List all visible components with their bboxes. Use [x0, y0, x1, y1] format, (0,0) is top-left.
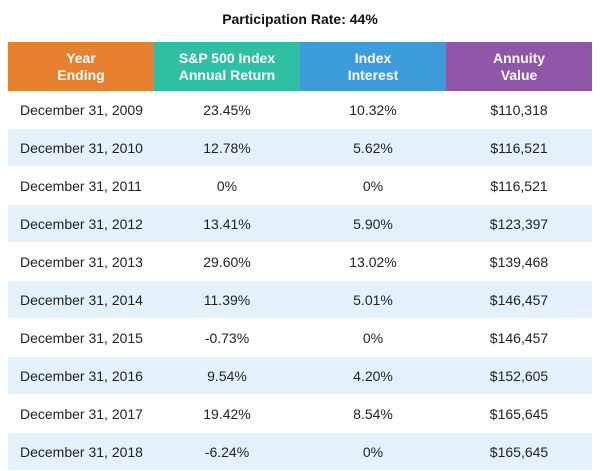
- table-row: December 31, 2010 12.78% 5.62% $116,521: [8, 128, 592, 167]
- cell-sp500-return: 23.45%: [154, 91, 300, 129]
- cell-annuity-value: $146,457: [446, 280, 592, 319]
- cell-annuity-value: $165,645: [446, 432, 592, 471]
- cell-sp500-return: 9.54%: [154, 356, 300, 395]
- cell-sp500-return: 29.60%: [154, 242, 300, 281]
- cell-year: December 31, 2009: [8, 91, 154, 129]
- cell-sp500-return: 0%: [154, 166, 300, 205]
- cell-sp500-return: 11.39%: [154, 280, 300, 319]
- cell-year: December 31, 2018: [8, 432, 154, 471]
- cell-index-interest: 0%: [300, 432, 446, 471]
- cell-year: December 31, 2015: [8, 318, 154, 357]
- cell-annuity-value: $110,318: [446, 91, 592, 129]
- cell-year: December 31, 2011: [8, 166, 154, 205]
- chart-title: Participation Rate: 44%: [222, 11, 378, 27]
- table-row: December 31, 2015 -0.73% 0% $146,457: [8, 318, 592, 357]
- table-row: December 31, 2012 13.41% 5.90% $123,397: [8, 204, 592, 243]
- header-index-interest: Index Interest: [300, 42, 446, 91]
- participation-table: Year Ending S&P 500 Index Annual Return …: [8, 42, 592, 471]
- cell-index-interest: 10.32%: [300, 91, 446, 129]
- table-row: December 31, 2009 23.45% 10.32% $110,318: [8, 91, 592, 129]
- cell-annuity-value: $116,521: [446, 128, 592, 167]
- cell-annuity-value: $123,397: [446, 204, 592, 243]
- table-row: December 31, 2013 29.60% 13.02% $139,468: [8, 242, 592, 281]
- table-row: December 31, 2017 19.42% 8.54% $165,645: [8, 394, 592, 433]
- cell-sp500-return: -6.24%: [154, 432, 300, 471]
- table-row: December 31, 2018 -6.24% 0% $165,645: [8, 432, 592, 471]
- cell-annuity-value: $146,457: [446, 318, 592, 357]
- header-annuity-value: Annuity Value: [446, 42, 592, 91]
- cell-year: December 31, 2010: [8, 128, 154, 167]
- cell-index-interest: 8.54%: [300, 394, 446, 433]
- cell-index-interest: 5.01%: [300, 280, 446, 319]
- header-sp500-return: S&P 500 Index Annual Return: [154, 42, 300, 91]
- cell-year: December 31, 2012: [8, 204, 154, 243]
- cell-index-interest: 13.02%: [300, 242, 446, 281]
- cell-year: December 31, 2016: [8, 356, 154, 395]
- cell-sp500-return: 19.42%: [154, 394, 300, 433]
- cell-year: December 31, 2013: [8, 242, 154, 281]
- table-row: December 31, 2014 11.39% 5.01% $146,457: [8, 280, 592, 319]
- cell-annuity-value: $152,605: [446, 356, 592, 395]
- cell-index-interest: 5.90%: [300, 204, 446, 243]
- cell-year: December 31, 2014: [8, 280, 154, 319]
- cell-index-interest: 4.20%: [300, 356, 446, 395]
- cell-annuity-value: $139,468: [446, 242, 592, 281]
- header-row: Year Ending S&P 500 Index Annual Return …: [8, 42, 592, 91]
- cell-sp500-return: 12.78%: [154, 128, 300, 167]
- cell-annuity-value: $116,521: [446, 166, 592, 205]
- cell-year: December 31, 2017: [8, 394, 154, 433]
- cell-sp500-return: -0.73%: [154, 318, 300, 357]
- table-row: December 31, 2011 0% 0% $116,521: [8, 166, 592, 205]
- cell-sp500-return: 13.41%: [154, 204, 300, 243]
- cell-index-interest: 0%: [300, 166, 446, 205]
- cell-annuity-value: $165,645: [446, 394, 592, 433]
- cell-index-interest: 0%: [300, 318, 446, 357]
- table-row: December 31, 2016 9.54% 4.20% $152,605: [8, 356, 592, 395]
- cell-index-interest: 5.62%: [300, 128, 446, 167]
- header-year-ending: Year Ending: [8, 42, 154, 91]
